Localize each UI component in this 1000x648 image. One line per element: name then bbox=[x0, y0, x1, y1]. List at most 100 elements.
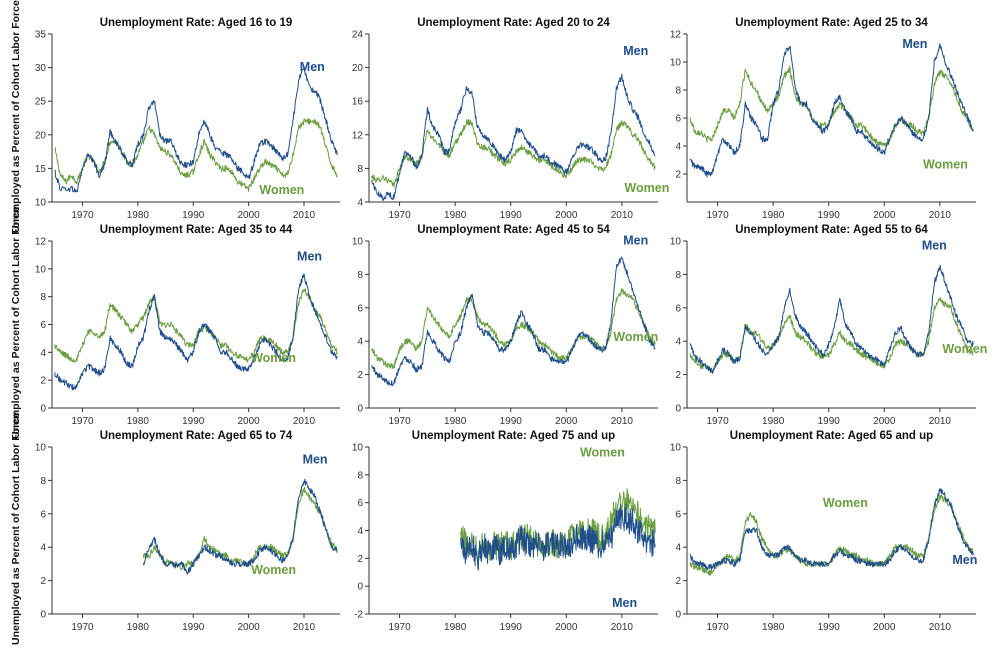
series-line-men bbox=[142, 478, 338, 575]
y-tick-label: 4 bbox=[675, 543, 681, 554]
chart-panel: Unemployment Rate: Aged 35 to 44 0 2 4 6 8 10 1… bbox=[35, 224, 340, 427]
y-tick-label: 2 bbox=[357, 554, 363, 565]
series-line-men bbox=[460, 503, 656, 571]
chart-title: Unemployment Rate: Aged 65 and up bbox=[730, 430, 933, 442]
series-label-men: Men bbox=[623, 233, 648, 247]
y-tick-label: 10 bbox=[670, 58, 682, 69]
series-line-men bbox=[689, 265, 974, 374]
series-line-women bbox=[142, 486, 338, 571]
series-line-men bbox=[689, 488, 974, 571]
y-tick-label: 25 bbox=[35, 97, 47, 108]
y-tick-label: 2 bbox=[40, 576, 46, 587]
y-tick-label: 24 bbox=[352, 30, 364, 41]
series-label-men: Men bbox=[623, 44, 648, 58]
x-tick-label: 1970 bbox=[706, 210, 729, 221]
x-tick-label: 2000 bbox=[555, 210, 578, 221]
chart-title: Unemployment Rate: Aged 75 and up bbox=[412, 430, 615, 442]
series-label-women: Women bbox=[251, 351, 296, 365]
y-tick-label: 10 bbox=[35, 198, 47, 209]
series-line-men bbox=[54, 65, 338, 193]
series-line-men bbox=[371, 73, 656, 202]
x-tick-label: 2010 bbox=[611, 210, 634, 221]
x-tick-label: 1990 bbox=[818, 416, 841, 427]
y-tick-label: 4 bbox=[40, 543, 46, 554]
chart-panel: Unemployment Rate: Aged 45 to 54 0 2 4 6 8 10 1… bbox=[352, 224, 658, 427]
chart-title: Unemployment Rate: Aged 45 to 54 bbox=[417, 224, 610, 236]
series-line-men bbox=[371, 256, 656, 387]
x-tick-label: 2010 bbox=[293, 622, 316, 633]
x-tick-label: 1990 bbox=[500, 416, 523, 427]
y-tick-label: 6 bbox=[357, 498, 363, 509]
x-tick-label: 2000 bbox=[873, 210, 896, 221]
x-tick-label: 1980 bbox=[762, 622, 785, 633]
series-label-men: Men bbox=[902, 37, 927, 51]
y-tick-label: 8 bbox=[357, 164, 363, 175]
y-tick-label: 6 bbox=[675, 114, 681, 125]
series-label-women: Women bbox=[251, 563, 296, 577]
y-tick-label: 16 bbox=[352, 97, 364, 108]
y-tick-label: 8 bbox=[675, 270, 681, 281]
y-tick-label: 4 bbox=[675, 337, 681, 348]
series-label-men: Men bbox=[922, 238, 947, 252]
x-tick-label: 2010 bbox=[929, 210, 952, 221]
y-tick-label: 15 bbox=[35, 164, 47, 175]
chart-panel: Unemployment Rate: Aged 65 and up 0 2 4 6 8 10… bbox=[670, 430, 978, 633]
y-tick-label: 2 bbox=[675, 370, 681, 381]
series-label-women: Women bbox=[580, 446, 625, 460]
x-tick-label: 1970 bbox=[706, 622, 729, 633]
x-tick-label: 1970 bbox=[71, 622, 94, 633]
x-tick-label: 1970 bbox=[388, 622, 411, 633]
y-tick-label: 6 bbox=[675, 509, 681, 520]
x-tick-label: 1980 bbox=[127, 416, 150, 427]
y-tick-label: 8 bbox=[40, 476, 46, 487]
y-tick-label: 6 bbox=[40, 509, 46, 520]
y-tick-label: 8 bbox=[357, 470, 363, 481]
y-tick-label: 4 bbox=[675, 142, 681, 153]
x-tick-label: 2000 bbox=[873, 416, 896, 427]
x-tick-label: 2000 bbox=[237, 622, 260, 633]
series-label-women: Women bbox=[613, 330, 658, 344]
chart-panel: Unemployment Rate: Aged 20 to 24 4 8 12 16 20… bbox=[352, 17, 669, 221]
y-tick-label: 8 bbox=[675, 86, 681, 97]
chart-panel: Unemployment Rate: Aged 55 to 64 0 2 4 6 8 10 1… bbox=[670, 224, 987, 427]
x-tick-label: 1980 bbox=[444, 210, 467, 221]
series-label-women: Women bbox=[942, 342, 987, 356]
x-tick-label: 2010 bbox=[611, 622, 634, 633]
y-tick-label: 10 bbox=[352, 443, 364, 454]
y-tick-label: 30 bbox=[35, 63, 47, 74]
x-tick-label: 1970 bbox=[71, 210, 94, 221]
y-tick-label: 20 bbox=[35, 130, 47, 141]
x-tick-label: 1970 bbox=[388, 416, 411, 427]
series-label-men: Men bbox=[303, 453, 328, 467]
x-tick-label: 1990 bbox=[500, 210, 523, 221]
y-tick-label: 35 bbox=[35, 30, 47, 41]
chart-title: Unemployment Rate: Aged 35 to 44 bbox=[100, 224, 293, 236]
y-tick-label: 10 bbox=[352, 237, 364, 248]
y-tick-label: 8 bbox=[40, 292, 46, 303]
x-tick-label: 1990 bbox=[182, 416, 205, 427]
series-label-men: Men bbox=[300, 60, 325, 74]
y-tick-label: 4 bbox=[40, 348, 46, 359]
y-tick-label: 0 bbox=[40, 404, 46, 415]
y-tick-label: 2 bbox=[357, 370, 363, 381]
series-label-women: Women bbox=[624, 181, 669, 195]
y-tick-label: 10 bbox=[35, 443, 47, 454]
series-label-men: Men bbox=[952, 553, 977, 567]
x-tick-label: 1990 bbox=[500, 622, 523, 633]
chart-title: Unemployment Rate: Aged 55 to 64 bbox=[735, 224, 928, 236]
series-line-women bbox=[54, 118, 338, 192]
y-tick-label: 6 bbox=[40, 320, 46, 331]
series-label-women: Women bbox=[923, 157, 968, 171]
chart-panel: Unemployment Rate: Aged 75 and up -2 0 2 4 6 8… bbox=[352, 430, 658, 633]
y-tick-label: 12 bbox=[352, 130, 364, 141]
x-tick-label: 2000 bbox=[555, 622, 578, 633]
x-tick-label: 1980 bbox=[762, 210, 785, 221]
y-tick-label: 10 bbox=[670, 443, 682, 454]
y-tick-label: 0 bbox=[40, 610, 46, 621]
x-tick-label: 2010 bbox=[929, 416, 952, 427]
x-tick-label: 2000 bbox=[873, 622, 896, 633]
y-tick-label: 20 bbox=[352, 63, 364, 74]
series-line-men bbox=[54, 273, 338, 391]
y-tick-label: 4 bbox=[357, 526, 363, 537]
